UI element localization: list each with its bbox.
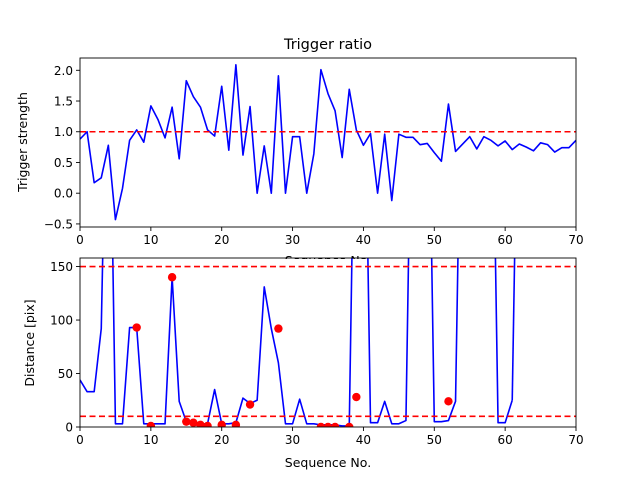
trigger-x-tick-label: 40: [356, 233, 371, 247]
trigger-ratio-title: Trigger ratio: [283, 37, 372, 53]
distance-x-tick-label: 40: [356, 433, 371, 447]
trigger-x-tick-label: 0: [76, 233, 84, 247]
distance-marker-point: [444, 397, 453, 406]
distance-marker-point: [345, 422, 354, 427]
distance-y-tick-label: 50: [58, 367, 73, 381]
distance-x-tick-label: 70: [568, 433, 583, 447]
trigger-y-tick-label: 2.0: [54, 64, 73, 78]
trigger-x-tick-label: 60: [498, 233, 513, 247]
trigger-x-tick-label: 30: [285, 233, 300, 247]
distance-axes-frame: [79, 257, 577, 428]
distance-marker-point: [203, 421, 212, 427]
distance-axes-background: [81, 259, 575, 269]
distance-x-tick-label: 50: [427, 433, 442, 447]
distance-series-group: [80, 258, 576, 427]
distance-marker-point: [189, 418, 198, 427]
distance-marker-point: [245, 400, 255, 409]
trigger-x-tick-label: 50: [427, 233, 442, 247]
trigger-series-line: [80, 63, 576, 221]
distance-x-tick-label: 0: [76, 433, 84, 447]
distance-y-tick-label: 100: [50, 314, 73, 328]
distance-marker-point: [330, 422, 340, 427]
distance-marker-point: [167, 273, 177, 282]
distance-marker-point: [316, 422, 326, 427]
distance-marker-point: [182, 417, 191, 426]
trigger-axes-frame: [79, 57, 577, 228]
distance-marker-point: [274, 324, 283, 333]
distance-x-tick-label: 10: [143, 433, 158, 447]
distance-plot: Distance [pix] Sequence No. 0 10 20 30 40 50 6…: [22, 257, 584, 470]
distance-y-label: Distance [pix]: [22, 299, 37, 386]
distance-y-tick-label: 0: [65, 421, 73, 435]
trigger-x-tick-label: 70: [568, 233, 583, 247]
distance-x-tick-label: 20: [214, 433, 229, 447]
distance-x-tick-label: 30: [285, 433, 300, 447]
distance-marker-point: [231, 420, 241, 427]
trigger-x-tick-label: 20: [214, 233, 229, 247]
distance-marker-point: [196, 420, 205, 427]
trigger-series-group: [80, 63, 576, 221]
distance-series-line: [511, 258, 516, 401]
trigger-y-tick-label: −0.5: [44, 217, 73, 231]
distance-marker-point: [323, 422, 333, 427]
trigger-y-tick-label: 0.0: [54, 187, 73, 201]
trigger-x-tick-label: 10: [143, 233, 158, 247]
distance-x-label: Sequence No.: [285, 455, 371, 470]
distance-y-tick-label: 150: [50, 260, 73, 274]
distance-x-tick-label: 60: [498, 433, 513, 447]
distance-marker-point: [132, 323, 141, 332]
distance-marker-point: [217, 420, 226, 427]
trigger-y-tick-label: 1.0: [54, 125, 73, 139]
distance-marker-point: [146, 421, 156, 427]
trigger-y-tick-label: 0.5: [54, 156, 73, 170]
trigger-y-tick-label: 1.5: [54, 95, 73, 109]
trigger-strength-y-label: Trigger strength: [15, 92, 30, 193]
distance-marker-point: [352, 392, 361, 402]
